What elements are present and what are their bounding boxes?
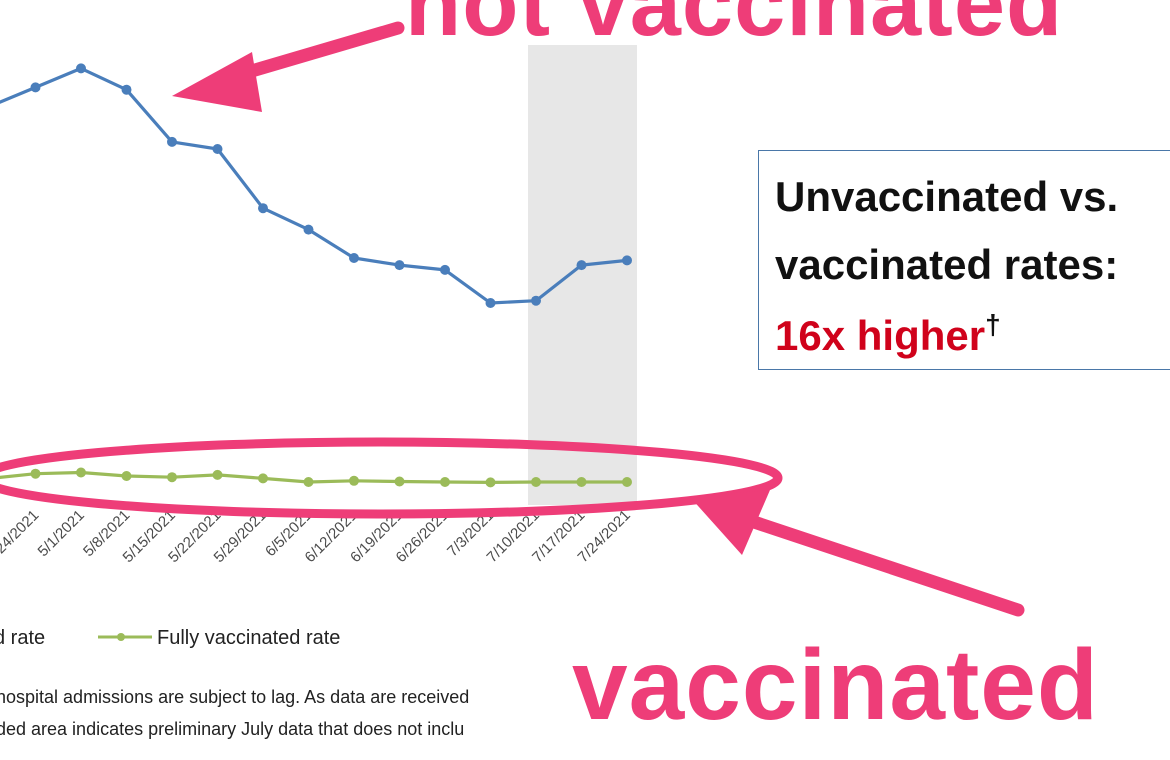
data-point-vaccinated <box>394 476 405 487</box>
data-point-unvaccinated <box>167 136 177 147</box>
data-point-unvaccinated <box>440 264 450 275</box>
data-point-unvaccinated <box>531 295 541 306</box>
callout-line-2: vaccinated rates: <box>775 241 1119 288</box>
data-point-unvaccinated <box>576 260 587 271</box>
data-point-vaccinated <box>76 467 86 478</box>
legend: d rate Fully vaccinated rate <box>0 627 340 649</box>
x-tick-label: 5/1/2021 <box>35 507 88 560</box>
data-point-vaccinated <box>622 477 632 487</box>
data-point-vaccinated <box>485 477 496 488</box>
data-point-vaccinated <box>303 477 314 487</box>
legend-marker-vaccinated <box>117 633 125 641</box>
vaccinated-highlight-ellipse <box>0 437 783 519</box>
legend-label-vaccinated: Fully vaccinated rate <box>157 627 340 649</box>
arrow-to-vaccinated-shaft <box>741 513 1025 617</box>
data-point-vaccinated <box>30 468 41 479</box>
data-point-vaccinated <box>121 471 132 481</box>
data-point-unvaccinated <box>258 203 268 214</box>
data-point-vaccinated <box>167 472 177 483</box>
x-tick-label: 4/24/2021 <box>0 507 42 566</box>
data-point-unvaccinated <box>212 144 223 154</box>
not-vaccinated-overlay-label: not vaccinated <box>403 0 1064 57</box>
legend-label-unvaccinated: d rate <box>0 627 45 649</box>
data-point-vaccinated <box>258 473 268 484</box>
data-point-vaccinated <box>576 477 587 487</box>
arrow-to-vaccinated-head <box>690 490 770 555</box>
annotation-layer <box>0 21 1025 617</box>
footnote-line-2: ded area indicates preliminary July data… <box>0 719 464 739</box>
data-point-unvaccinated <box>349 253 359 263</box>
preliminary-data-shade <box>528 45 637 505</box>
footnote-line-1: hospital admissions are subject to lag. … <box>0 687 469 707</box>
data-point-unvaccinated <box>622 255 632 266</box>
callout-ratio-text: 16x higher <box>775 312 986 359</box>
callout-line-3: 16x higher† <box>775 309 1001 360</box>
data-point-vaccinated <box>212 469 223 480</box>
data-point-unvaccinated <box>30 82 41 93</box>
preliminary-shade-layer <box>528 45 637 505</box>
data-point-vaccinated <box>531 477 541 487</box>
vaccinated-overlay-label: vaccinated <box>571 628 1100 743</box>
data-point-unvaccinated <box>303 224 314 235</box>
arrow-to-unvaccinated-head <box>172 52 262 112</box>
callout-line-1: Unvaccinated vs. <box>775 173 1119 220</box>
data-point-unvaccinated <box>121 84 132 95</box>
callout-dagger: † <box>985 309 1001 340</box>
ratio-callout-box: Unvaccinated vs. vaccinated rates: 16x h… <box>758 150 1170 370</box>
data-point-vaccinated <box>349 475 359 486</box>
footnote: hospital admissions are subject to lag. … <box>0 687 469 739</box>
data-point-unvaccinated <box>485 298 496 308</box>
series-unvaccinated <box>0 63 632 308</box>
data-point-unvaccinated <box>76 63 86 74</box>
data-point-unvaccinated <box>394 260 405 271</box>
series-vaccinated <box>0 467 632 488</box>
series-layer <box>0 63 632 488</box>
data-point-vaccinated <box>440 477 450 487</box>
arrow-to-unvaccinated-shaft <box>231 21 405 82</box>
